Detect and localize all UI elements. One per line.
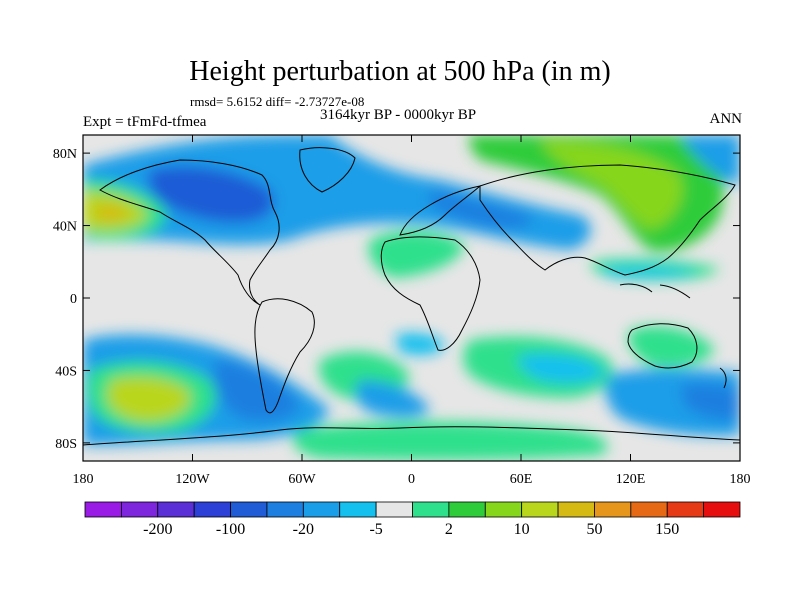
- strong-negative-core-america: [148, 166, 274, 223]
- colorbar-box: [84, 501, 122, 518]
- colorbar-label: -100: [216, 521, 245, 538]
- positive-australia: [628, 326, 715, 367]
- colorbar-box: [266, 501, 304, 518]
- y-tick-label: 80N: [53, 147, 77, 162]
- negative-south-america-east: [395, 333, 445, 356]
- positive-sahara: [368, 230, 465, 278]
- colorbar-box: [630, 501, 668, 518]
- colorbar-box: [412, 501, 450, 518]
- coastline-indonesia: [619, 283, 691, 299]
- colorbar-label: -200: [143, 521, 172, 538]
- colorbar-box: [339, 501, 377, 518]
- y-tick-label: 80S: [55, 437, 77, 452]
- colorbar-label: 50: [586, 521, 602, 538]
- coastline-new-zealand: [719, 367, 727, 389]
- negative-band-north: [83, 135, 591, 250]
- coastline-australia: [627, 323, 698, 369]
- coastline-north-america: [99, 159, 280, 306]
- x-tick-label: 0: [408, 472, 415, 487]
- y-tick-label: 0: [70, 292, 77, 307]
- coastline-africa: [380, 236, 481, 351]
- experiment-label: Expt = tFmFd-tfmea: [83, 114, 207, 130]
- x-tick-label: 60E: [510, 472, 533, 487]
- chart-subtitle: 3164kyr BP - 0000kyr BP: [320, 107, 477, 123]
- positive-antarctica: [293, 421, 608, 460]
- colorbar: -200 -100 -20 -5 2 10 50 150: [84, 501, 741, 538]
- coastlines: [83, 147, 740, 446]
- colorbar-box: [594, 501, 632, 518]
- coastline-greenland: [299, 147, 356, 193]
- chart-title: Height perturbation at 500 hPa (in m): [189, 56, 611, 87]
- season-label: ANN: [709, 111, 743, 127]
- colorbar-box: [666, 501, 705, 518]
- axes: 180 120W 60W 0 60E 120E 180 80N 40N 0 40S 80S: [53, 135, 751, 487]
- coastline-asia: [479, 164, 736, 276]
- positive-max-north-pacific: [96, 205, 128, 221]
- x-tick-label: 120W: [175, 472, 210, 487]
- colorbar-label: 10: [514, 521, 530, 538]
- strong-negative-southwest-pacific: [680, 383, 740, 421]
- anomaly-field: [83, 135, 740, 460]
- positive-core-south-pacific: [106, 376, 191, 422]
- colorbar-box: [157, 501, 195, 518]
- x-tick-label: 120E: [616, 472, 646, 487]
- colorbar-box: [302, 501, 341, 518]
- y-tick-label: 40N: [53, 220, 77, 235]
- colorbar-box: [448, 501, 486, 518]
- colorbar-label: -5: [369, 521, 382, 538]
- colorbar-box: [557, 501, 595, 518]
- y-tick-label: 40S: [55, 364, 77, 379]
- colorbar-box: [230, 501, 268, 518]
- negative-south-atlantic: [355, 380, 430, 418]
- colorbar-box: [375, 501, 413, 518]
- colorbar-box: [193, 501, 231, 518]
- x-tick-label: 180: [730, 472, 751, 487]
- x-tick-label: 180: [73, 472, 94, 487]
- coastline-antarctica: [83, 426, 740, 446]
- positive-core-north-asia: [540, 140, 683, 230]
- stats-text: rmsd= 5.6152 diff= -2.73727e-08: [190, 94, 365, 109]
- colorbar-label: 150: [655, 521, 679, 538]
- negative-southeast-pacific: [213, 360, 300, 422]
- x-tick-label: 60W: [288, 472, 316, 487]
- negative-south-indian: [518, 353, 605, 384]
- colorbar-label: 2: [445, 521, 453, 538]
- colorbar-label: -20: [293, 521, 314, 538]
- colorbar-box: [521, 501, 559, 518]
- negative-arctic-pacific: [680, 135, 740, 185]
- colorbar-box: [120, 501, 159, 518]
- negative-core-europe: [430, 190, 533, 229]
- colorbar-box: [484, 501, 523, 518]
- colorbar-box: [703, 501, 741, 518]
- coastline-south-america: [254, 298, 315, 414]
